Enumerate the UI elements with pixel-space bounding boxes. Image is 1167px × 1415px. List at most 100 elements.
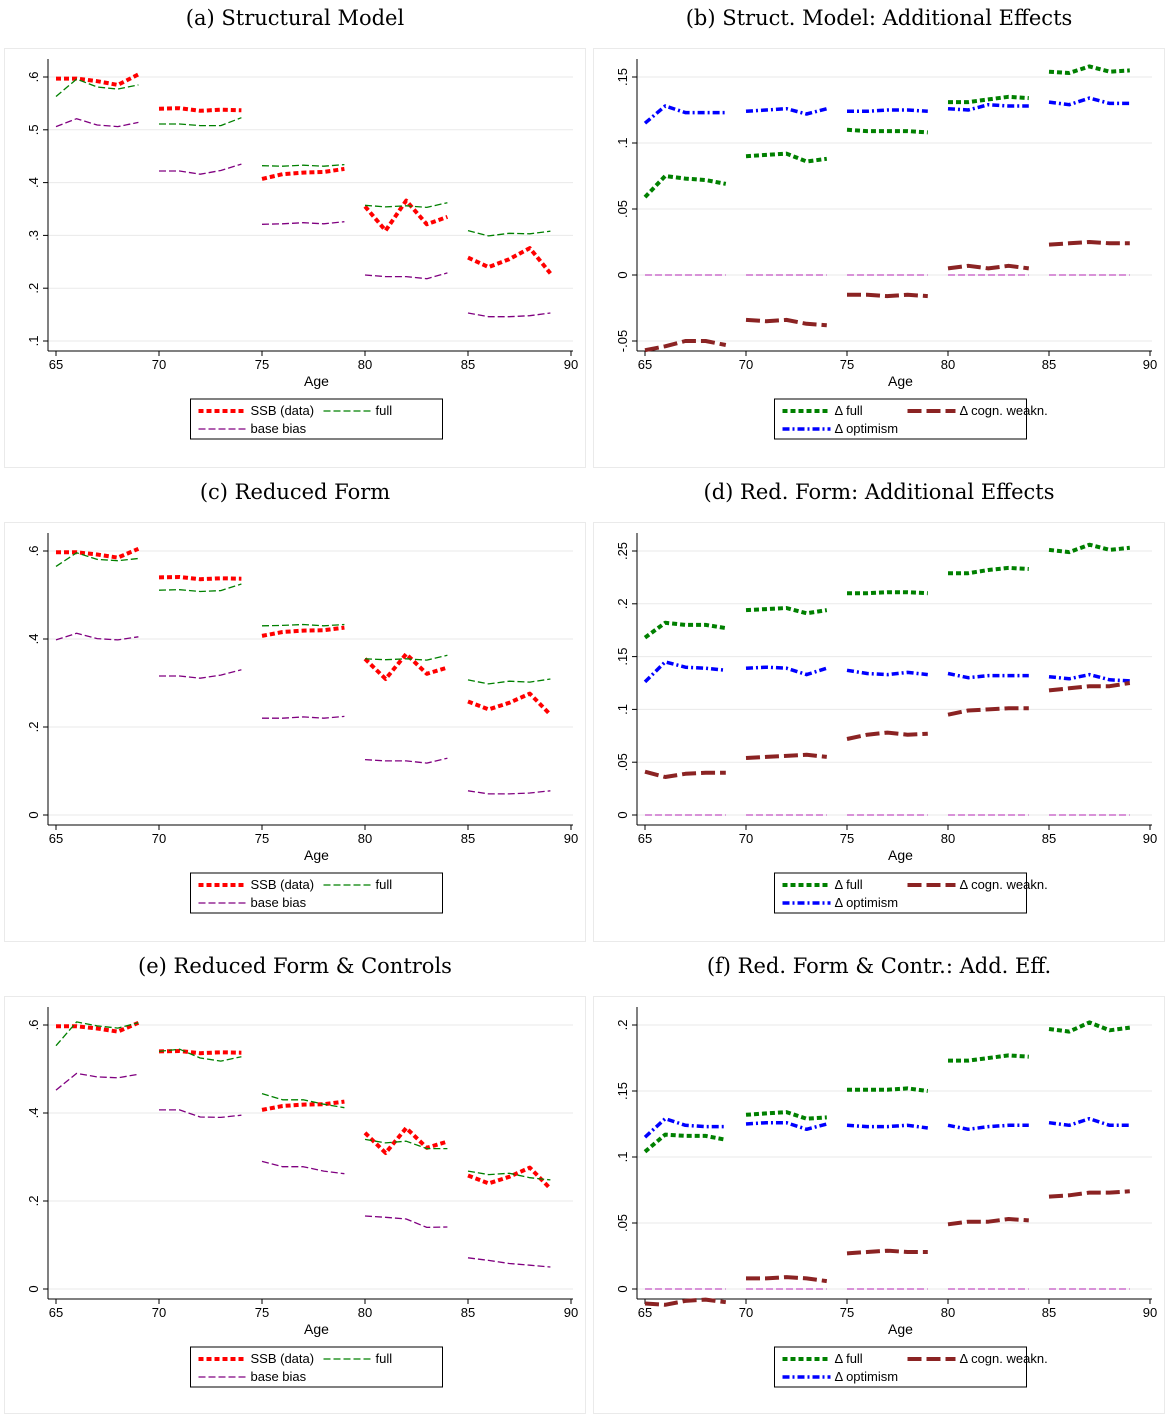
series-line-segment	[467, 229, 551, 237]
series-1	[55, 552, 551, 685]
x-tick-label: 75	[840, 831, 854, 846]
x-tick-label: 65	[49, 357, 63, 372]
series-line-segment	[261, 1160, 345, 1175]
series-line-segment	[261, 1092, 345, 1109]
legend-box	[190, 1346, 443, 1388]
series-line-segment	[158, 1048, 242, 1062]
series-line-segment	[847, 590, 928, 596]
y-tick-label: .05	[615, 1214, 630, 1232]
x-tick-label: 75	[255, 831, 269, 846]
series-0	[56, 546, 552, 717]
legend-label: Δ full	[835, 877, 863, 892]
legend-label: Δ cogn. weakn.	[960, 403, 1048, 418]
series-line-segment	[467, 691, 552, 717]
legend-box	[190, 872, 443, 914]
series-line-segment	[846, 730, 928, 741]
series-line-segment	[467, 790, 551, 795]
x-tick-label: 90	[564, 831, 578, 846]
series-line-segment	[846, 1248, 928, 1256]
y-tick-label: .6	[26, 72, 41, 83]
plot-region	[48, 1007, 573, 1299]
x-tick-label: 85	[461, 1305, 475, 1320]
x-tick-label: 65	[638, 357, 652, 372]
series-line-segment	[643, 620, 727, 640]
series-2	[644, 1189, 1130, 1307]
series-line-segment	[745, 106, 828, 116]
series-line-segment	[364, 1138, 448, 1150]
series-line-segment	[158, 106, 242, 113]
y-tick-label: .4	[26, 634, 41, 645]
series-line-segment	[643, 660, 726, 684]
plot-region	[48, 533, 573, 825]
series-line-segment	[947, 1123, 1029, 1132]
x-tick-label: 80	[358, 1305, 372, 1320]
x-axis-title: Age	[888, 373, 913, 389]
y-tick-label: .6	[26, 1020, 41, 1031]
series-line-segment	[847, 292, 928, 299]
x-tick-label: 70	[152, 831, 166, 846]
series-line-segment	[363, 1126, 448, 1155]
x-tick-label: 85	[461, 831, 475, 846]
series-line-segment	[158, 1049, 242, 1056]
legend-label: base bias	[251, 895, 307, 910]
series-line-segment	[948, 94, 1029, 105]
series-line-segment	[364, 654, 448, 661]
y-tick-label: .15	[615, 1082, 630, 1100]
series-line-segment	[947, 102, 1029, 112]
x-tick-label: 80	[358, 831, 372, 846]
legend-label: full	[376, 877, 393, 892]
x-tick-label: 65	[49, 831, 63, 846]
series-line-segment	[745, 1110, 827, 1121]
panel-title-c: (c) Reduced Form	[199, 480, 391, 504]
series-line-segment	[745, 317, 827, 328]
x-tick-label: 80	[358, 357, 372, 372]
series-line-segment	[643, 104, 726, 125]
plot-region	[48, 59, 573, 351]
y-tick-label: .05	[615, 753, 630, 771]
series-line-segment	[467, 312, 551, 318]
legend-label: Δ optimism	[835, 1369, 899, 1384]
series-line-segment	[364, 202, 448, 209]
x-axis-title: Age	[304, 1321, 329, 1337]
series-line-segment	[1048, 1020, 1131, 1034]
legend-label: SSB (data)	[251, 403, 315, 418]
legend-label: Δ full	[835, 1351, 863, 1366]
series-line-segment	[1048, 96, 1130, 107]
y-tick-label: 0	[615, 811, 630, 818]
series-line-segment	[55, 552, 139, 567]
series-line-segment	[364, 272, 448, 280]
chart-panel-e: (e) Reduced Form & Controls 0 .2 .4 .6 65 70 7…	[4, 948, 586, 1414]
y-tick-label: -.05	[615, 330, 630, 352]
legend-box	[190, 398, 443, 440]
series-line-segment	[745, 1120, 828, 1132]
series-line-segment	[644, 1297, 727, 1307]
y-tick-label: 0	[26, 1285, 41, 1292]
series-line-segment	[363, 652, 448, 681]
chart-area-d: 0 .05 .1 .15 .2 .25 65 70 75 80 85 90 Age Δ full Δ opt…	[593, 522, 1165, 942]
chart-svg-d: 0 .05 .1 .15 .2 .25 65 70 75 80 85 90 Age Δ full Δ opt…	[615, 533, 1157, 914]
x-tick-label: 75	[840, 1305, 854, 1320]
series-line-segment	[745, 752, 828, 760]
plot-region	[637, 1007, 1152, 1299]
legend-label: base bias	[251, 1369, 307, 1384]
series-1	[55, 78, 551, 237]
series-line-segment	[364, 757, 448, 764]
y-tick-label: .1	[615, 138, 630, 149]
x-axis-title: Age	[888, 847, 913, 863]
series-line-segment	[947, 263, 1030, 271]
x-tick-label: 80	[941, 357, 955, 372]
x-tick-label: 75	[255, 1305, 269, 1320]
chart-panel-b: (b) Struct. Model: Additional Effects -.…	[593, 0, 1165, 468]
chart-area-f: 0 .05 .1 .15 .2 65 70 75 80 85 90 Age Δ full Δ optimi…	[593, 996, 1165, 1414]
legend-label: Δ full	[835, 403, 863, 418]
x-axis-title: Age	[888, 1321, 913, 1337]
x-tick-label: 75	[255, 357, 269, 372]
x-axis-title: Age	[304, 373, 329, 389]
x-tick-label: 85	[461, 357, 475, 372]
x-axis-title: Age	[304, 847, 329, 863]
chart-area-a: .1 .2 .3 .4 .5 .6 65 70 75 80 85 90 Age SSB (data) ful…	[4, 48, 586, 468]
series-line-segment	[363, 198, 449, 233]
y-tick-label: .1	[615, 1152, 630, 1163]
series-line-segment	[56, 546, 140, 560]
series-line-segment	[467, 678, 551, 685]
